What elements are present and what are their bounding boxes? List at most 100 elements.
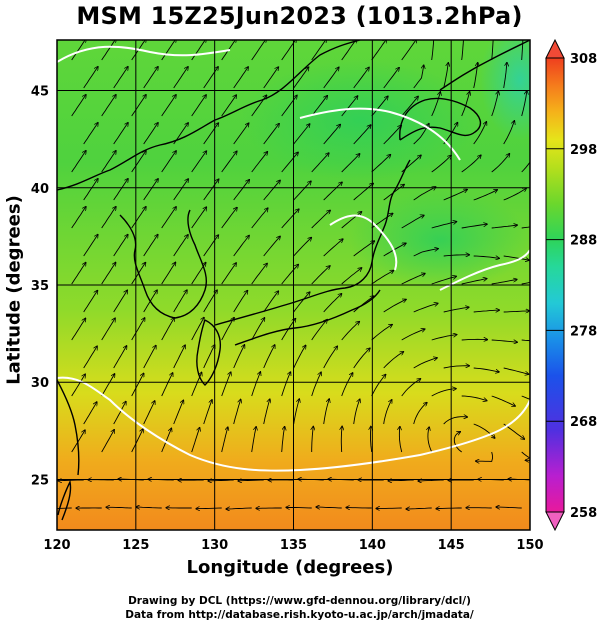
y-tick-label: 25 bbox=[31, 473, 49, 488]
coastline-china-coast bbox=[57, 379, 80, 476]
streamline-arrow bbox=[341, 40, 357, 61]
streamline-arrow bbox=[113, 235, 128, 257]
streamline-arrow bbox=[71, 151, 86, 173]
streamline-arrow bbox=[263, 399, 270, 425]
streamline-arrow bbox=[143, 179, 158, 201]
streamline-arrow bbox=[413, 187, 436, 201]
streamline-arrow bbox=[251, 152, 268, 173]
streamline-arrow bbox=[203, 235, 219, 257]
y-axis-label-text: Latitude (degrees) bbox=[3, 195, 25, 385]
streamline-arrow bbox=[251, 40, 266, 61]
streamline-arrow bbox=[191, 318, 204, 341]
streamline-arrow bbox=[221, 95, 237, 117]
coastline-korea bbox=[119, 209, 207, 319]
streamline-arrow bbox=[341, 268, 362, 285]
streamline-arrow bbox=[503, 255, 529, 260]
streamline-arrow bbox=[161, 262, 176, 285]
streamline-arrow bbox=[83, 235, 98, 257]
colorbar-bottom-triangle bbox=[545, 511, 565, 532]
streamline-arrow bbox=[413, 65, 424, 89]
streamline-arrow bbox=[263, 67, 279, 89]
streamline-arrow bbox=[113, 402, 126, 425]
streamline-arrow bbox=[383, 352, 404, 369]
streamline-arrow bbox=[461, 155, 481, 173]
credit-drawing: Drawing by DCL (https://www.gfd-dennou.o… bbox=[128, 595, 471, 607]
streamline-arrow bbox=[413, 249, 438, 257]
streamline-arrow bbox=[286, 507, 312, 508]
colorbar-tick-label: 268 bbox=[570, 415, 597, 430]
streamline-arrow bbox=[401, 379, 421, 397]
isotherm-east bbox=[439, 249, 530, 291]
coastline-taiwan bbox=[57, 479, 72, 521]
streamline-arrow bbox=[83, 179, 98, 201]
streamline-arrow bbox=[113, 290, 128, 313]
streamline-arrow bbox=[406, 508, 432, 509]
streamline-arrow bbox=[161, 373, 173, 397]
streamline-arrow bbox=[341, 212, 362, 229]
streamline-arrow bbox=[101, 318, 115, 341]
streamline-arrow bbox=[83, 291, 98, 313]
streamline-arrow bbox=[131, 207, 146, 229]
streamline-arrow bbox=[443, 190, 467, 201]
streamline-arrow bbox=[353, 67, 369, 89]
streamline-arrow bbox=[371, 325, 392, 341]
streamline-arrow bbox=[191, 151, 207, 173]
streamline-arrow bbox=[143, 346, 156, 369]
streamline-arrow bbox=[401, 274, 425, 285]
x-tick-label: 135 bbox=[280, 538, 307, 553]
streamline-arrow bbox=[83, 402, 97, 425]
streamline-arrow bbox=[341, 96, 358, 117]
streamline-arrow bbox=[251, 208, 268, 229]
streamline-arrow bbox=[281, 427, 285, 453]
streamline-arrow bbox=[521, 40, 524, 61]
streamline-arrow bbox=[173, 290, 187, 313]
streamline-arrow bbox=[233, 345, 245, 369]
streamline-arrow bbox=[83, 123, 98, 145]
y-tick-label: 45 bbox=[31, 85, 49, 100]
streamline-arrow bbox=[161, 207, 176, 229]
isotherm-coastal bbox=[329, 214, 398, 271]
streamline-arrow bbox=[191, 40, 206, 61]
streamline-arrow bbox=[353, 399, 360, 425]
isotherm-lines bbox=[57, 45, 530, 472]
streamline-arrow bbox=[473, 310, 500, 312]
streamline-arrow bbox=[341, 154, 360, 173]
streamline-arrow bbox=[136, 507, 162, 508]
streamline-arrow bbox=[461, 339, 488, 340]
streamline-arrow bbox=[71, 40, 86, 61]
streamline-arrow bbox=[323, 67, 339, 89]
streamline-arrow bbox=[173, 67, 188, 89]
streamline-arrow bbox=[353, 125, 371, 145]
streamline-arrow bbox=[443, 63, 449, 89]
streamline-arrow bbox=[521, 395, 530, 400]
streamline-arrow bbox=[173, 345, 186, 369]
streamline-arrow bbox=[323, 346, 338, 369]
streamline-arrow bbox=[383, 125, 402, 145]
streamline-arrow bbox=[461, 224, 487, 229]
cool-patch-sea bbox=[350, 190, 530, 290]
streamline-arrow bbox=[101, 430, 115, 453]
streamline-arrow bbox=[143, 123, 158, 145]
streamline-arrow bbox=[173, 400, 184, 425]
streamline-arrow bbox=[83, 67, 98, 89]
streamline-arrow bbox=[413, 358, 437, 369]
streamline-arrow bbox=[383, 400, 392, 425]
streamline-arrow bbox=[203, 123, 219, 145]
streamline-arrow bbox=[383, 68, 399, 89]
streamline-arrow bbox=[431, 92, 441, 117]
streamline-arrow bbox=[491, 91, 499, 117]
streamline-arrow bbox=[106, 507, 132, 508]
streamline-arrow bbox=[503, 121, 515, 145]
x-tick-labels: 120 125 130 135 140 145 150 bbox=[43, 538, 543, 553]
streamline-arrow bbox=[101, 207, 116, 229]
streamline-arrow bbox=[131, 95, 146, 117]
streamline-arrow bbox=[521, 161, 530, 173]
streamline-arrow bbox=[281, 372, 291, 397]
colorbar-body bbox=[545, 57, 565, 513]
y-tick-label: 40 bbox=[31, 182, 49, 197]
streamline-arrow bbox=[161, 95, 176, 117]
streamline-arrow bbox=[431, 276, 457, 285]
streamline-arrow bbox=[221, 427, 228, 453]
streamline-arrow bbox=[401, 96, 418, 117]
colorbar-top-triangle bbox=[545, 38, 565, 59]
